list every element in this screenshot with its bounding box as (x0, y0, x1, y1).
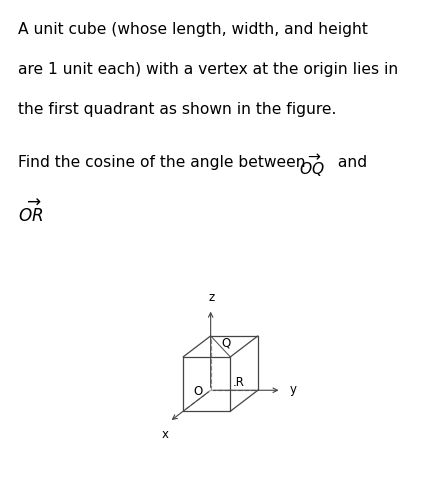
Text: Find the cosine of the angle between: Find the cosine of the angle between (18, 155, 310, 170)
Text: z: z (209, 291, 215, 304)
Text: y: y (289, 382, 297, 396)
Text: x: x (162, 428, 169, 441)
Text: Q: Q (222, 336, 231, 350)
Text: O: O (194, 385, 203, 398)
Text: are 1 unit each) with a vertex at the origin lies in: are 1 unit each) with a vertex at the or… (18, 62, 398, 77)
Text: $\overrightarrow{OQ}$: $\overrightarrow{OQ}$ (299, 152, 325, 179)
Text: the first quadrant as shown in the figure.: the first quadrant as shown in the figur… (18, 102, 336, 117)
Text: A unit cube (whose length, width, and height: A unit cube (whose length, width, and he… (18, 22, 368, 37)
Text: $\overrightarrow{OR}$: $\overrightarrow{OR}$ (18, 200, 44, 226)
Text: and: and (333, 155, 367, 170)
Text: .R: .R (233, 376, 245, 389)
